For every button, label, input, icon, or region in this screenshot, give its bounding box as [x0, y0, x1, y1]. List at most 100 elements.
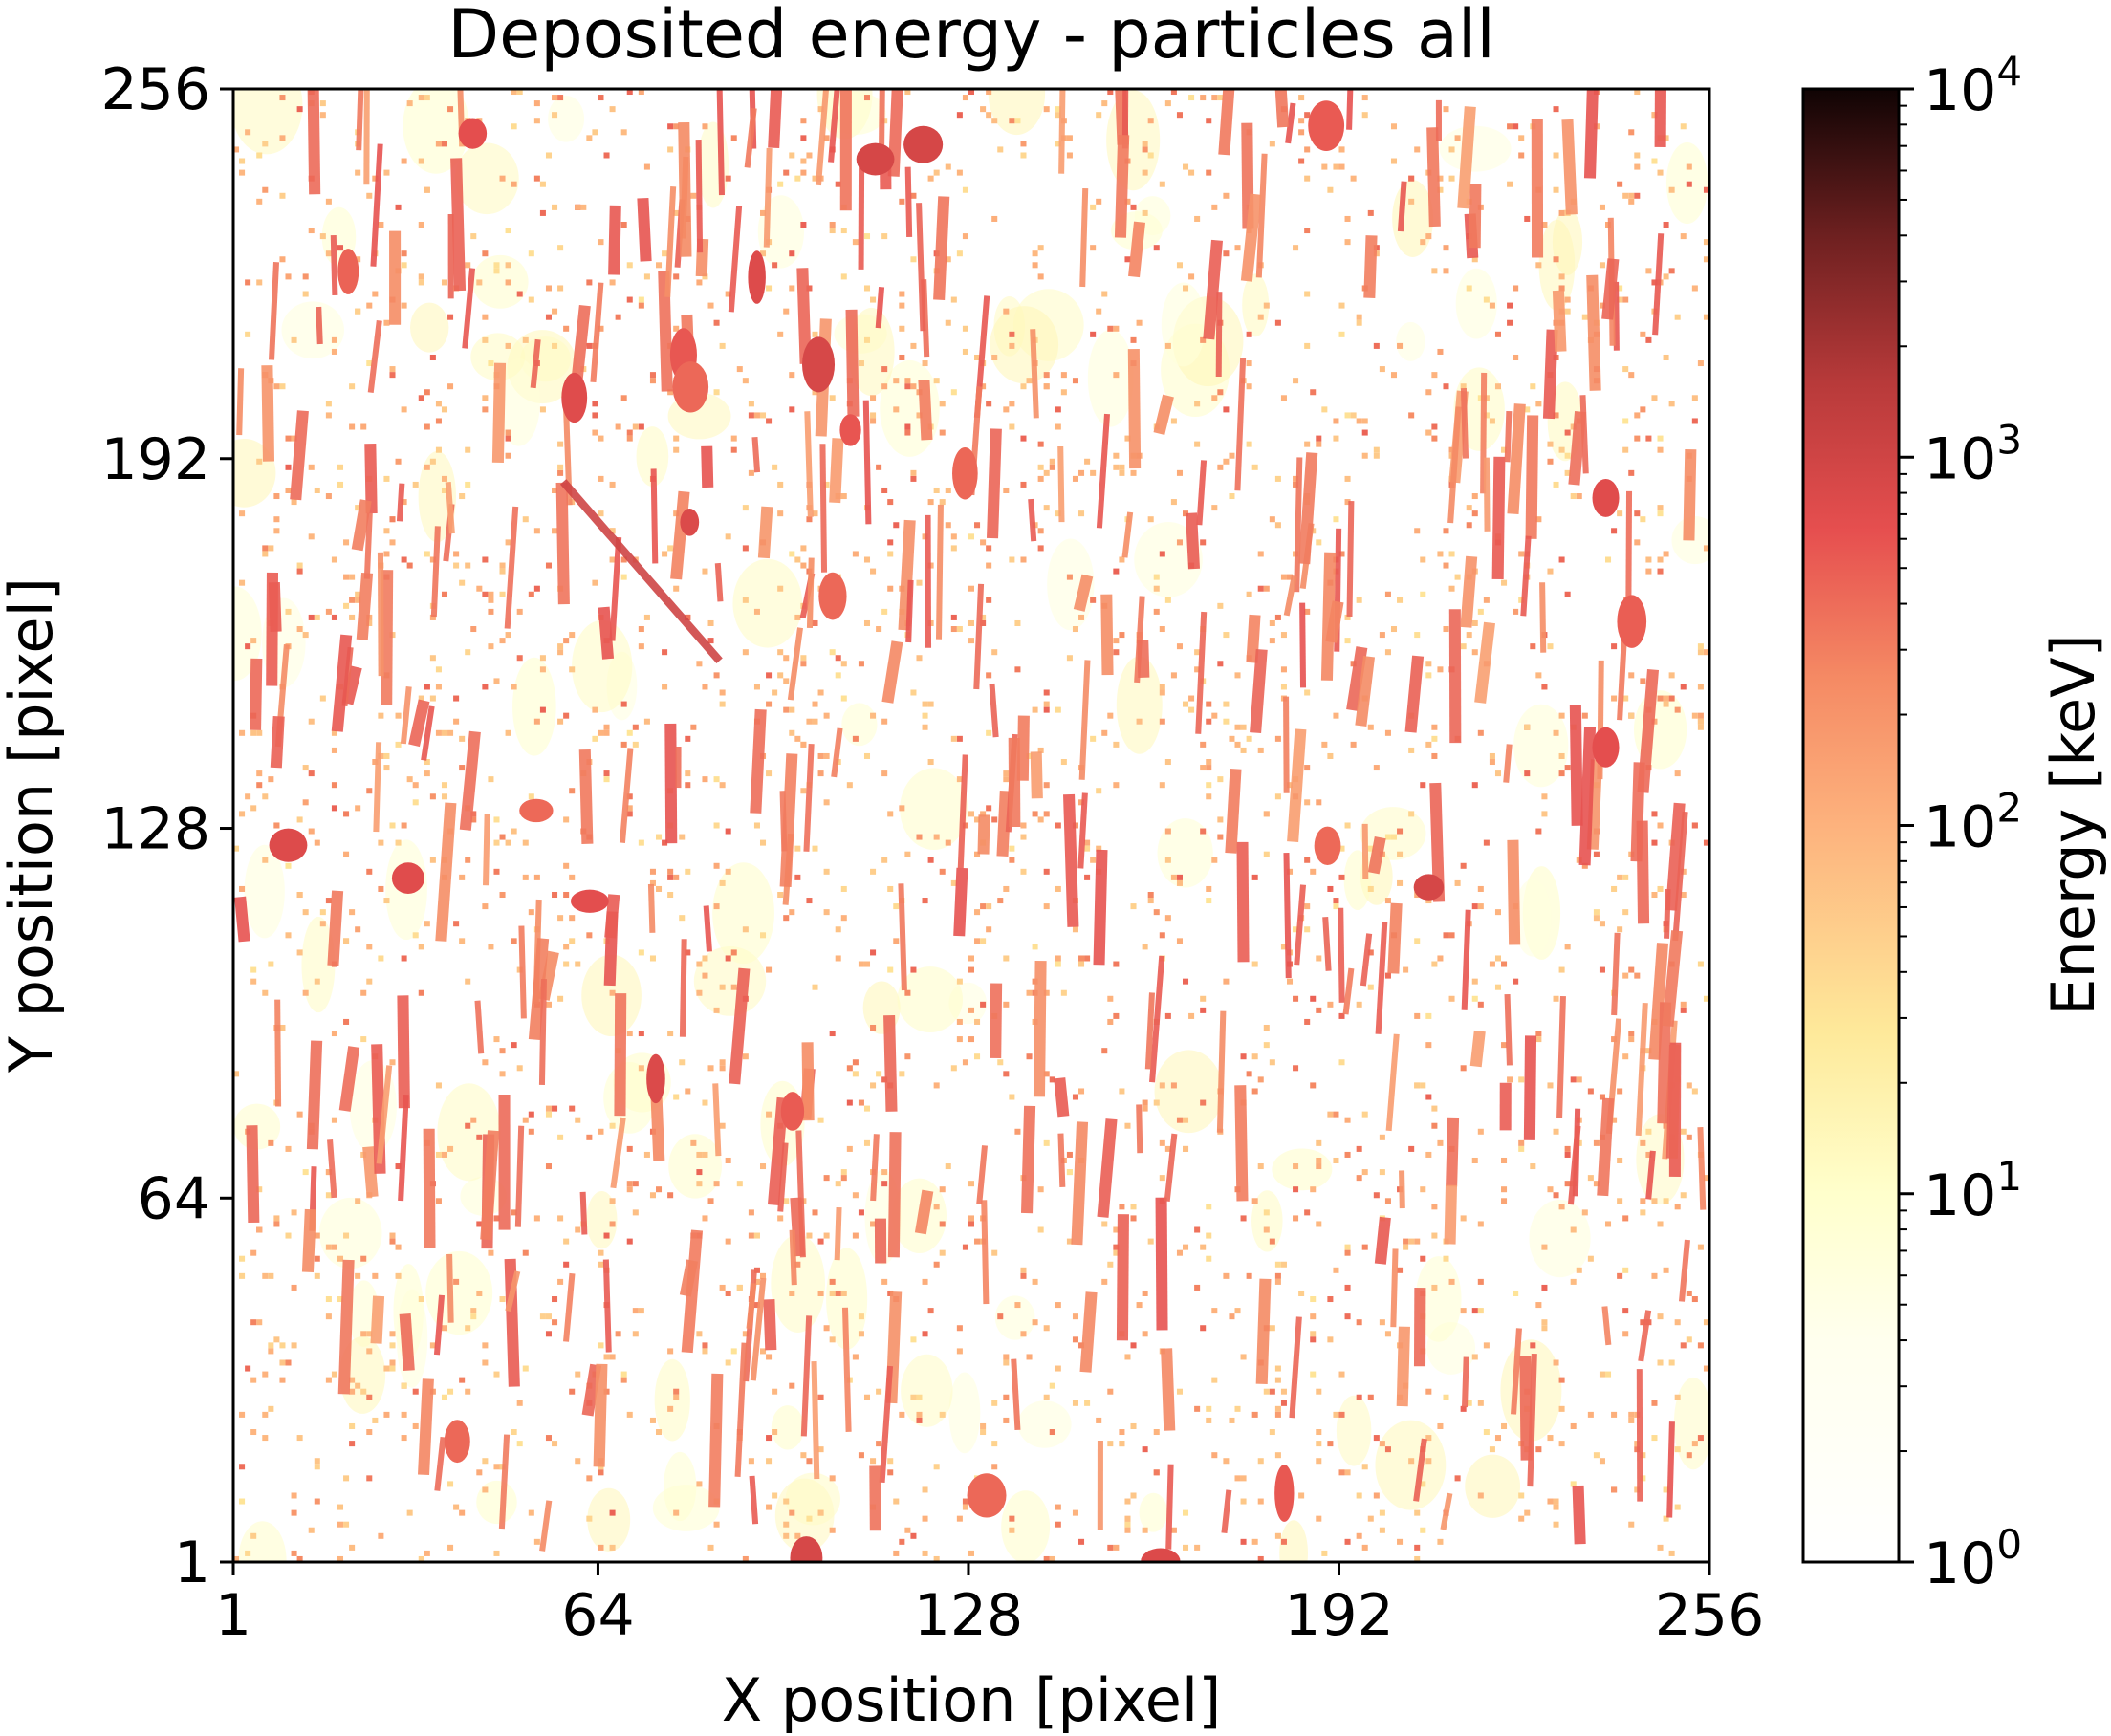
heatmap-cell: [1611, 528, 1618, 534]
heatmap-cell: [1055, 1365, 1061, 1372]
heatmap-track: [1440, 1492, 1453, 1530]
heatmap-cell: [1414, 528, 1421, 534]
heatmap-cell: [863, 556, 871, 563]
heatmap-cell: [603, 152, 610, 159]
heatmap-cell: [1501, 1157, 1508, 1163]
heatmap-cell: [1390, 372, 1398, 379]
heatmap-cell: [783, 169, 790, 176]
heatmap-cell: [250, 1249, 257, 1256]
heatmap-cell: [245, 279, 251, 286]
heatmap-cell: [319, 695, 326, 702]
heatmap-track: [1542, 329, 1558, 420]
heatmap-cell: [401, 1382, 407, 1389]
heatmap-cell: [488, 360, 494, 367]
heatmap-cell: [783, 678, 790, 684]
heatmap-cell: [1674, 1446, 1681, 1453]
heatmap-blob: [269, 828, 308, 862]
heatmap-cell: [1084, 845, 1091, 852]
heatmap-cell: [447, 1544, 454, 1551]
heatmap-cell: [615, 423, 621, 430]
heatmap-cell: [772, 1492, 778, 1499]
heatmap-cell: [1338, 1012, 1345, 1019]
heatmap-cell: [1541, 1325, 1548, 1332]
heatmap-cell: [1703, 256, 1709, 263]
heatmap-cell: [435, 666, 442, 673]
heatmap-cell: [1471, 1157, 1478, 1163]
heatmap-track: [1601, 1306, 1612, 1346]
heatmap-halo: [233, 89, 303, 155]
heatmap-track: [883, 1014, 898, 1112]
heatmap-cell: [412, 932, 419, 939]
heatmap-cell: [870, 1024, 877, 1031]
heatmap-cell: [389, 1238, 396, 1245]
heatmap-cell: [499, 638, 506, 644]
heatmap-cell: [713, 319, 720, 326]
heatmap-cell: [418, 273, 424, 280]
heatmap-track: [734, 1342, 748, 1477]
heatmap-cell: [1101, 1048, 1108, 1054]
heatmap-cell: [355, 308, 361, 315]
heatmap-cell: [1622, 366, 1629, 373]
heatmap-cell: [945, 487, 951, 493]
heatmap-track: [996, 791, 1012, 857]
heatmap-cell: [1489, 418, 1495, 424]
heatmap-track: [338, 1046, 360, 1112]
heatmap-cell: [1316, 1458, 1322, 1465]
heatmap-cell: [962, 186, 968, 193]
heatmap-cell: [1055, 510, 1061, 517]
heatmap-cell: [1420, 782, 1426, 789]
heatmap-track: [1503, 744, 1513, 783]
heatmap-cell: [777, 510, 784, 517]
heatmap-cell: [835, 955, 841, 962]
heatmap-cell: [772, 1429, 778, 1436]
heatmap-cell: [626, 1181, 633, 1187]
heatmap-cell: [1043, 1139, 1050, 1146]
heatmap-cell: [852, 1059, 859, 1066]
heatmap-cell: [1403, 1244, 1409, 1250]
heatmap-track: [356, 572, 374, 640]
heatmap-cell: [401, 250, 407, 257]
heatmap-cell: [980, 539, 987, 546]
heatmap-cell: [1657, 1359, 1664, 1366]
heatmap-track: [898, 519, 916, 631]
heatmap-track: [1645, 1150, 1656, 1200]
heatmap-cell: [1477, 608, 1484, 615]
heatmap-cell: [980, 1001, 987, 1008]
heatmap-cell: [609, 556, 616, 563]
heatmap-cell: [1541, 793, 1548, 800]
heatmap-halo: [1272, 1148, 1333, 1191]
heatmap-cell: [1703, 545, 1709, 552]
heatmap-cell: [592, 579, 598, 586]
heatmap-cell: [1119, 469, 1125, 476]
heatmap-cell: [1338, 874, 1345, 880]
heatmap-cell: [881, 233, 888, 240]
heatmap-cell: [296, 891, 303, 899]
heatmap-track: [870, 1134, 880, 1202]
heatmap-track: [1033, 961, 1047, 1097]
heatmap-cell: [806, 1515, 813, 1522]
heatmap-cell: [476, 1469, 483, 1476]
heatmap-cell: [806, 152, 813, 159]
heatmap-track: [1346, 500, 1355, 617]
heatmap-cell: [268, 1342, 274, 1349]
heatmap-cell: [1361, 1169, 1368, 1176]
heatmap-track: [1215, 292, 1223, 377]
heatmap-cell: [250, 1532, 257, 1539]
heatmap-cell: [233, 845, 240, 852]
heatmap-cell: [1599, 921, 1605, 927]
heatmap-cell: [829, 1527, 836, 1533]
heatmap-track: [1654, 89, 1666, 147]
heatmap-cell: [1055, 955, 1061, 962]
heatmap-cell: [545, 1111, 552, 1118]
heatmap-cell: [968, 1550, 975, 1556]
heatmap-track: [678, 121, 692, 257]
heatmap-track: [1338, 907, 1345, 1003]
heatmap-cell: [539, 706, 546, 713]
heatmap-blob: [839, 414, 861, 446]
heatmap-cell: [319, 909, 326, 916]
heatmap-cell: [1338, 331, 1345, 337]
heatmap-cell: [893, 1498, 900, 1505]
heatmap-cell: [1003, 487, 1010, 493]
heatmap-cell: [441, 729, 448, 736]
heatmap-cell: [1170, 1082, 1177, 1089]
